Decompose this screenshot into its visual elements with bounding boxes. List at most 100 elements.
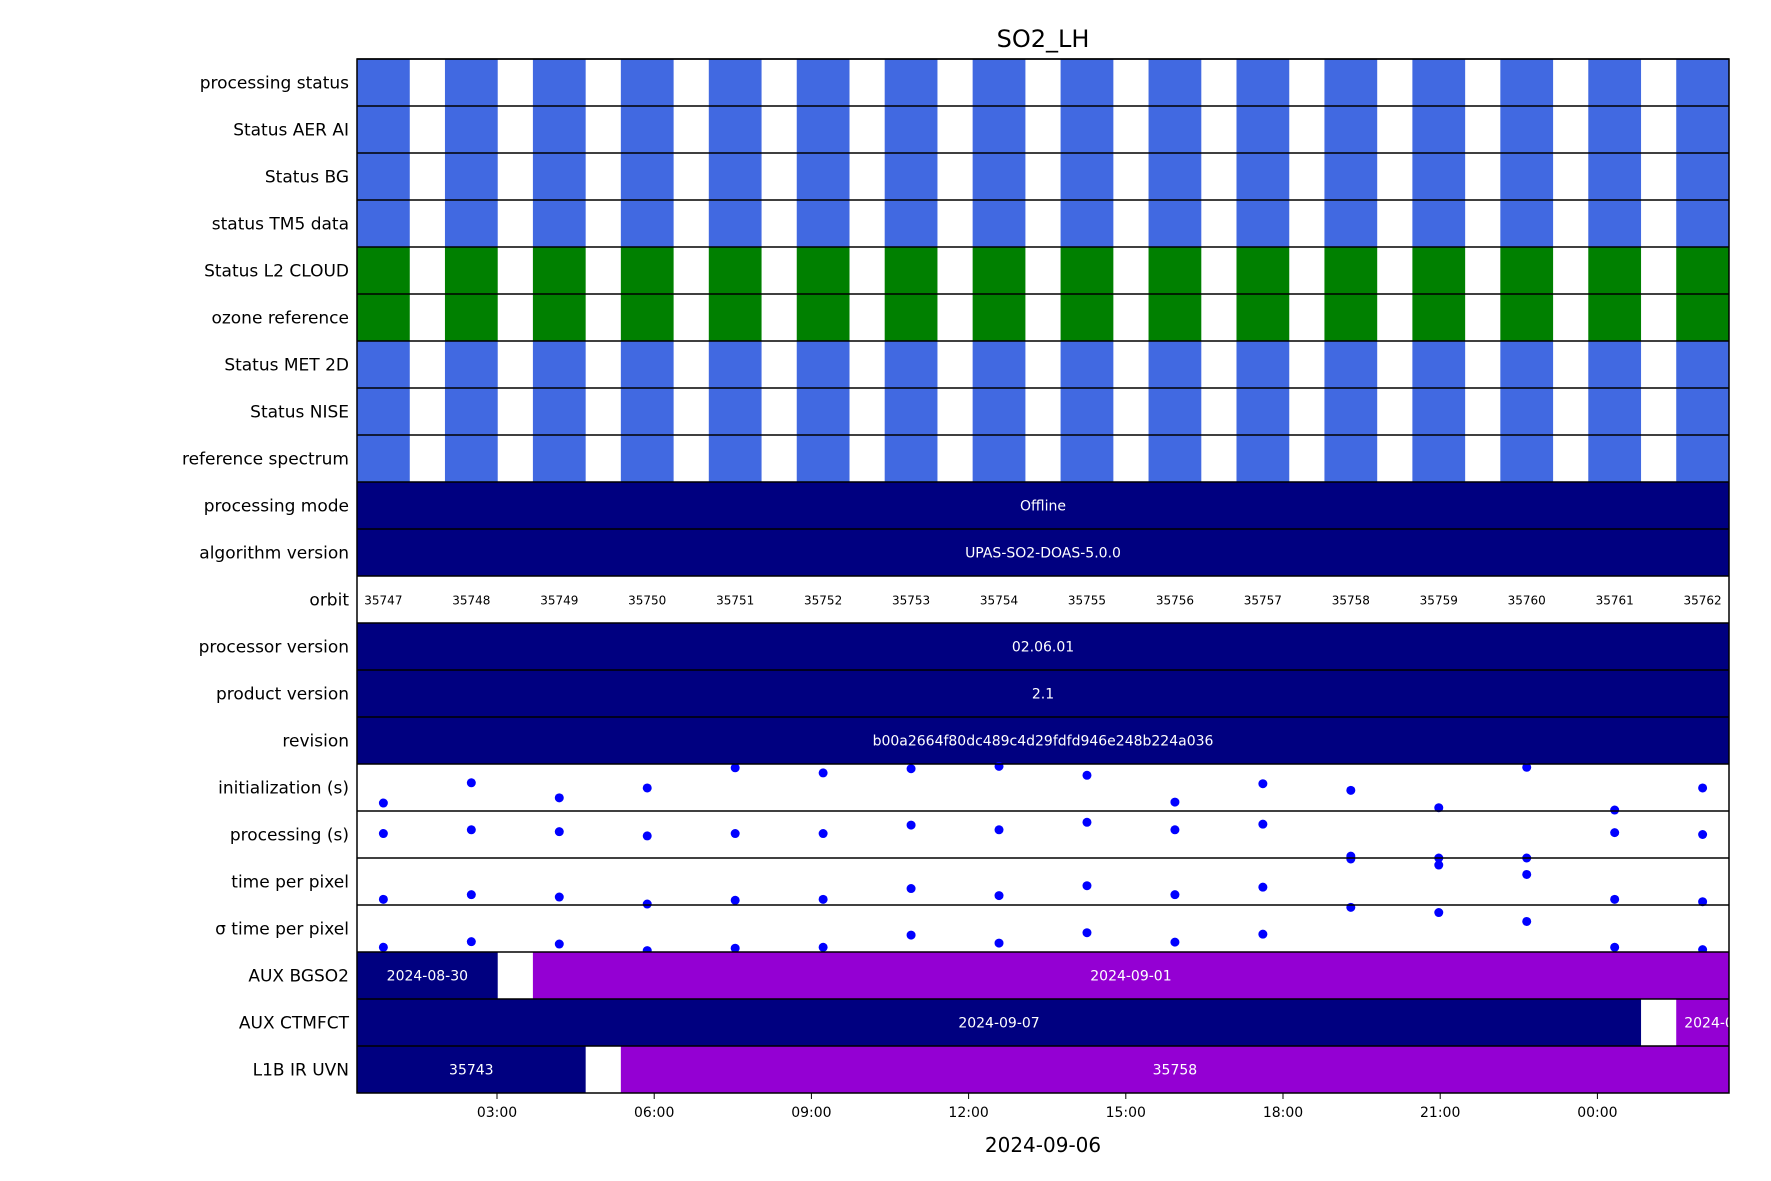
data-point xyxy=(906,820,916,830)
data-point xyxy=(554,939,564,949)
status-bar xyxy=(1588,247,1642,294)
data-point xyxy=(730,829,740,839)
status-bar xyxy=(444,106,498,153)
x-tick-label: 12:00 xyxy=(948,1105,988,1121)
status-bar xyxy=(796,435,850,482)
status-bar xyxy=(1236,153,1290,200)
status-bar xyxy=(1148,200,1202,247)
data-point xyxy=(378,942,388,952)
status-bar xyxy=(620,435,674,482)
status-bar xyxy=(1236,388,1290,435)
status-bar xyxy=(1236,435,1290,482)
status-bar xyxy=(884,153,938,200)
status-bar xyxy=(532,247,586,294)
chart-title: SO2_LH xyxy=(997,25,1090,53)
data-point xyxy=(642,831,652,841)
status-bar xyxy=(1060,435,1114,482)
info-bar xyxy=(357,529,1729,576)
status-bar xyxy=(884,341,938,388)
data-point xyxy=(1346,785,1356,795)
info-value: 2.1 xyxy=(1032,687,1054,703)
status-bar xyxy=(796,153,850,200)
status-bar xyxy=(1676,247,1729,294)
status-bar xyxy=(1060,200,1114,247)
status-bar xyxy=(1412,294,1466,341)
data-point xyxy=(554,827,564,837)
data-point xyxy=(1522,762,1532,772)
status-bar xyxy=(444,200,498,247)
orbit-label: 35749 xyxy=(540,594,578,608)
data-point xyxy=(466,825,476,835)
status-bar xyxy=(708,106,762,153)
status-bar xyxy=(444,341,498,388)
status-bar xyxy=(708,59,762,106)
data-point xyxy=(1698,897,1708,907)
row-label: ozone reference xyxy=(211,309,349,329)
status-bar xyxy=(357,153,410,200)
status-bar xyxy=(444,294,498,341)
aux-segment xyxy=(357,952,498,999)
status-bar xyxy=(796,294,850,341)
x-tick-label: 00:00 xyxy=(1577,1105,1617,1121)
status-bar xyxy=(1412,59,1466,106)
data-point xyxy=(994,761,1004,771)
aux-segment xyxy=(532,952,1729,999)
status-bar xyxy=(1500,59,1554,106)
status-bar xyxy=(1676,294,1729,341)
status-bar xyxy=(972,341,1026,388)
status-bar xyxy=(1148,294,1202,341)
status-bar xyxy=(1412,153,1466,200)
status-bar xyxy=(620,247,674,294)
status-bar xyxy=(796,200,850,247)
status-bar xyxy=(1148,247,1202,294)
data-point xyxy=(1522,869,1532,879)
info-value: Offline xyxy=(1020,499,1066,515)
row-label: product version xyxy=(216,685,349,705)
status-bar xyxy=(972,200,1026,247)
data-point xyxy=(1258,929,1268,939)
status-bar xyxy=(884,294,938,341)
status-bar xyxy=(1236,106,1290,153)
aux-segment-label: 2024-08-30 xyxy=(387,969,468,985)
data-point xyxy=(1258,819,1268,829)
data-point xyxy=(1170,825,1180,835)
data-point xyxy=(1258,779,1268,789)
status-bar xyxy=(1060,106,1114,153)
status-bar xyxy=(1236,247,1290,294)
status-bar xyxy=(357,435,410,482)
status-bar xyxy=(1148,435,1202,482)
aux-segment xyxy=(357,1046,586,1093)
info-bar xyxy=(357,623,1729,670)
orbit-label: 35748 xyxy=(452,594,490,608)
row-label: processing status xyxy=(200,74,349,94)
status-bar xyxy=(884,388,938,435)
orbit-label: 35752 xyxy=(804,594,842,608)
row-label: σ time per pixel xyxy=(215,920,349,940)
orbit-label: 35755 xyxy=(1068,594,1106,608)
status-bar xyxy=(1412,341,1466,388)
status-bar xyxy=(532,153,586,200)
x-axis-label: 2024-09-06 xyxy=(985,1133,1101,1157)
status-bar xyxy=(1148,388,1202,435)
status-bar xyxy=(357,294,410,341)
status-bar xyxy=(532,435,586,482)
data-point xyxy=(1610,828,1620,838)
aux-segment-label: 2024-09-08 xyxy=(1684,1016,1765,1032)
status-bar xyxy=(357,200,410,247)
status-bar xyxy=(1588,106,1642,153)
status-bar xyxy=(796,388,850,435)
status-bar xyxy=(796,247,850,294)
status-bar xyxy=(884,435,938,482)
data-point xyxy=(1522,916,1532,926)
status-bar xyxy=(1588,294,1642,341)
data-point xyxy=(1434,803,1444,813)
status-bar xyxy=(884,200,938,247)
status-bar xyxy=(1324,388,1378,435)
status-bar xyxy=(532,59,586,106)
data-point xyxy=(378,894,388,904)
status-bar xyxy=(796,59,850,106)
status-bar xyxy=(1060,341,1114,388)
status-bar xyxy=(1676,106,1729,153)
status-bar xyxy=(357,247,410,294)
data-point xyxy=(818,829,828,839)
